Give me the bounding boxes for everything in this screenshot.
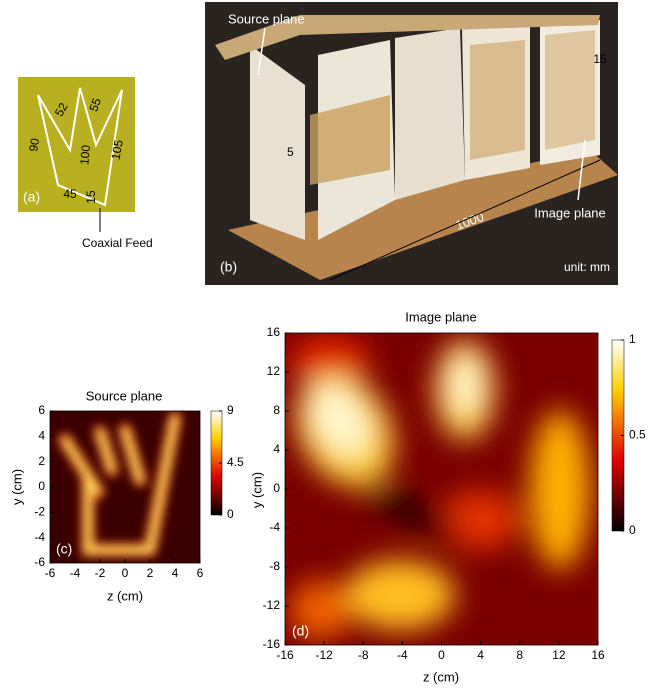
x-tick-label: 8 bbox=[516, 648, 523, 662]
wall bbox=[395, 28, 465, 200]
y-tick-label: 8 bbox=[273, 403, 280, 417]
rods bbox=[470, 40, 525, 160]
heatmap-d bbox=[276, 333, 598, 645]
colorbar-tick-label: 1 bbox=[629, 332, 636, 346]
y-axis-label: y (cm) bbox=[249, 472, 264, 508]
dim: 90 bbox=[26, 137, 42, 153]
colorbar-tick-label: 0 bbox=[629, 523, 636, 537]
x-tick-label: -2 bbox=[95, 566, 106, 580]
x-tick-label: 16 bbox=[591, 648, 605, 662]
y-tick-label: 4 bbox=[38, 429, 45, 443]
panel-tag: (b) bbox=[220, 259, 237, 275]
dim: 15 bbox=[84, 190, 98, 204]
panel-a: 90 52 55 100 105 45 15 (a) Coaxial Feed bbox=[18, 77, 153, 250]
y-tick-label: -6 bbox=[34, 555, 45, 569]
y-tick-label: -8 bbox=[269, 559, 280, 573]
x-tick-label: -6 bbox=[45, 566, 56, 580]
y-tick-label: 12 bbox=[267, 364, 281, 378]
x-tick-label: -8 bbox=[358, 648, 369, 662]
figure: 90 52 55 100 105 45 15 (a) Coaxial Feed … bbox=[0, 0, 663, 691]
y-tick-label: -16 bbox=[263, 637, 281, 651]
dim: 15 bbox=[593, 52, 607, 66]
y-tick-label: -4 bbox=[269, 520, 280, 534]
y-tick-label: 0 bbox=[273, 481, 280, 495]
x-tick-label: 2 bbox=[147, 566, 154, 580]
x-tick-label: 4 bbox=[477, 648, 484, 662]
x-tick-label: 12 bbox=[552, 648, 566, 662]
x-tick-label: 0 bbox=[122, 566, 129, 580]
y-tick-label: 6 bbox=[38, 403, 45, 417]
dim: 100 bbox=[77, 144, 93, 165]
panel-tag: (c) bbox=[56, 541, 72, 557]
colorbar-tick-label: 0.5 bbox=[629, 428, 646, 442]
y-tick-label: 16 bbox=[267, 325, 281, 339]
x-axis-label: z (cm) bbox=[107, 588, 143, 603]
y-tick-label: -2 bbox=[34, 505, 45, 519]
colorbar-tick-label: 4.5 bbox=[227, 455, 244, 469]
y-tick-label: -4 bbox=[34, 530, 45, 544]
x-tick-label: -12 bbox=[315, 648, 333, 662]
plot-title: Source plane bbox=[86, 388, 163, 403]
y-tick-label: 0 bbox=[38, 479, 45, 493]
image-label: Image plane bbox=[534, 205, 606, 220]
panel-b: Source plane 15 5 1000 Image plane (b) u… bbox=[205, 2, 618, 285]
y-tick-label: 2 bbox=[38, 454, 45, 468]
x-tick-label: 4 bbox=[172, 566, 179, 580]
panel-tag: (d) bbox=[292, 623, 309, 639]
feed-label: Coaxial Feed bbox=[82, 236, 153, 250]
y-tick-label: -12 bbox=[263, 598, 281, 612]
y-tick-label: 4 bbox=[273, 442, 280, 456]
colorbar-tick-label: 0 bbox=[227, 507, 234, 521]
colorbar-tick-label: 9 bbox=[227, 403, 234, 417]
x-tick-label: -4 bbox=[397, 648, 408, 662]
x-tick-label: 6 bbox=[197, 566, 204, 580]
source-label: Source plane bbox=[228, 11, 305, 26]
y-axis-label: y (cm) bbox=[9, 469, 24, 505]
rods bbox=[545, 30, 595, 150]
heatmap-c bbox=[50, 411, 200, 563]
unit: unit: mm bbox=[564, 260, 610, 274]
x-axis-label: z (cm) bbox=[423, 669, 459, 684]
panel-tag: (a) bbox=[23, 189, 40, 205]
x-tick-label: -4 bbox=[70, 566, 81, 580]
dim: 45 bbox=[63, 187, 77, 201]
plot-title: Image plane bbox=[405, 309, 477, 324]
dim: 5 bbox=[287, 145, 294, 159]
x-tick-label: 0 bbox=[438, 648, 445, 662]
